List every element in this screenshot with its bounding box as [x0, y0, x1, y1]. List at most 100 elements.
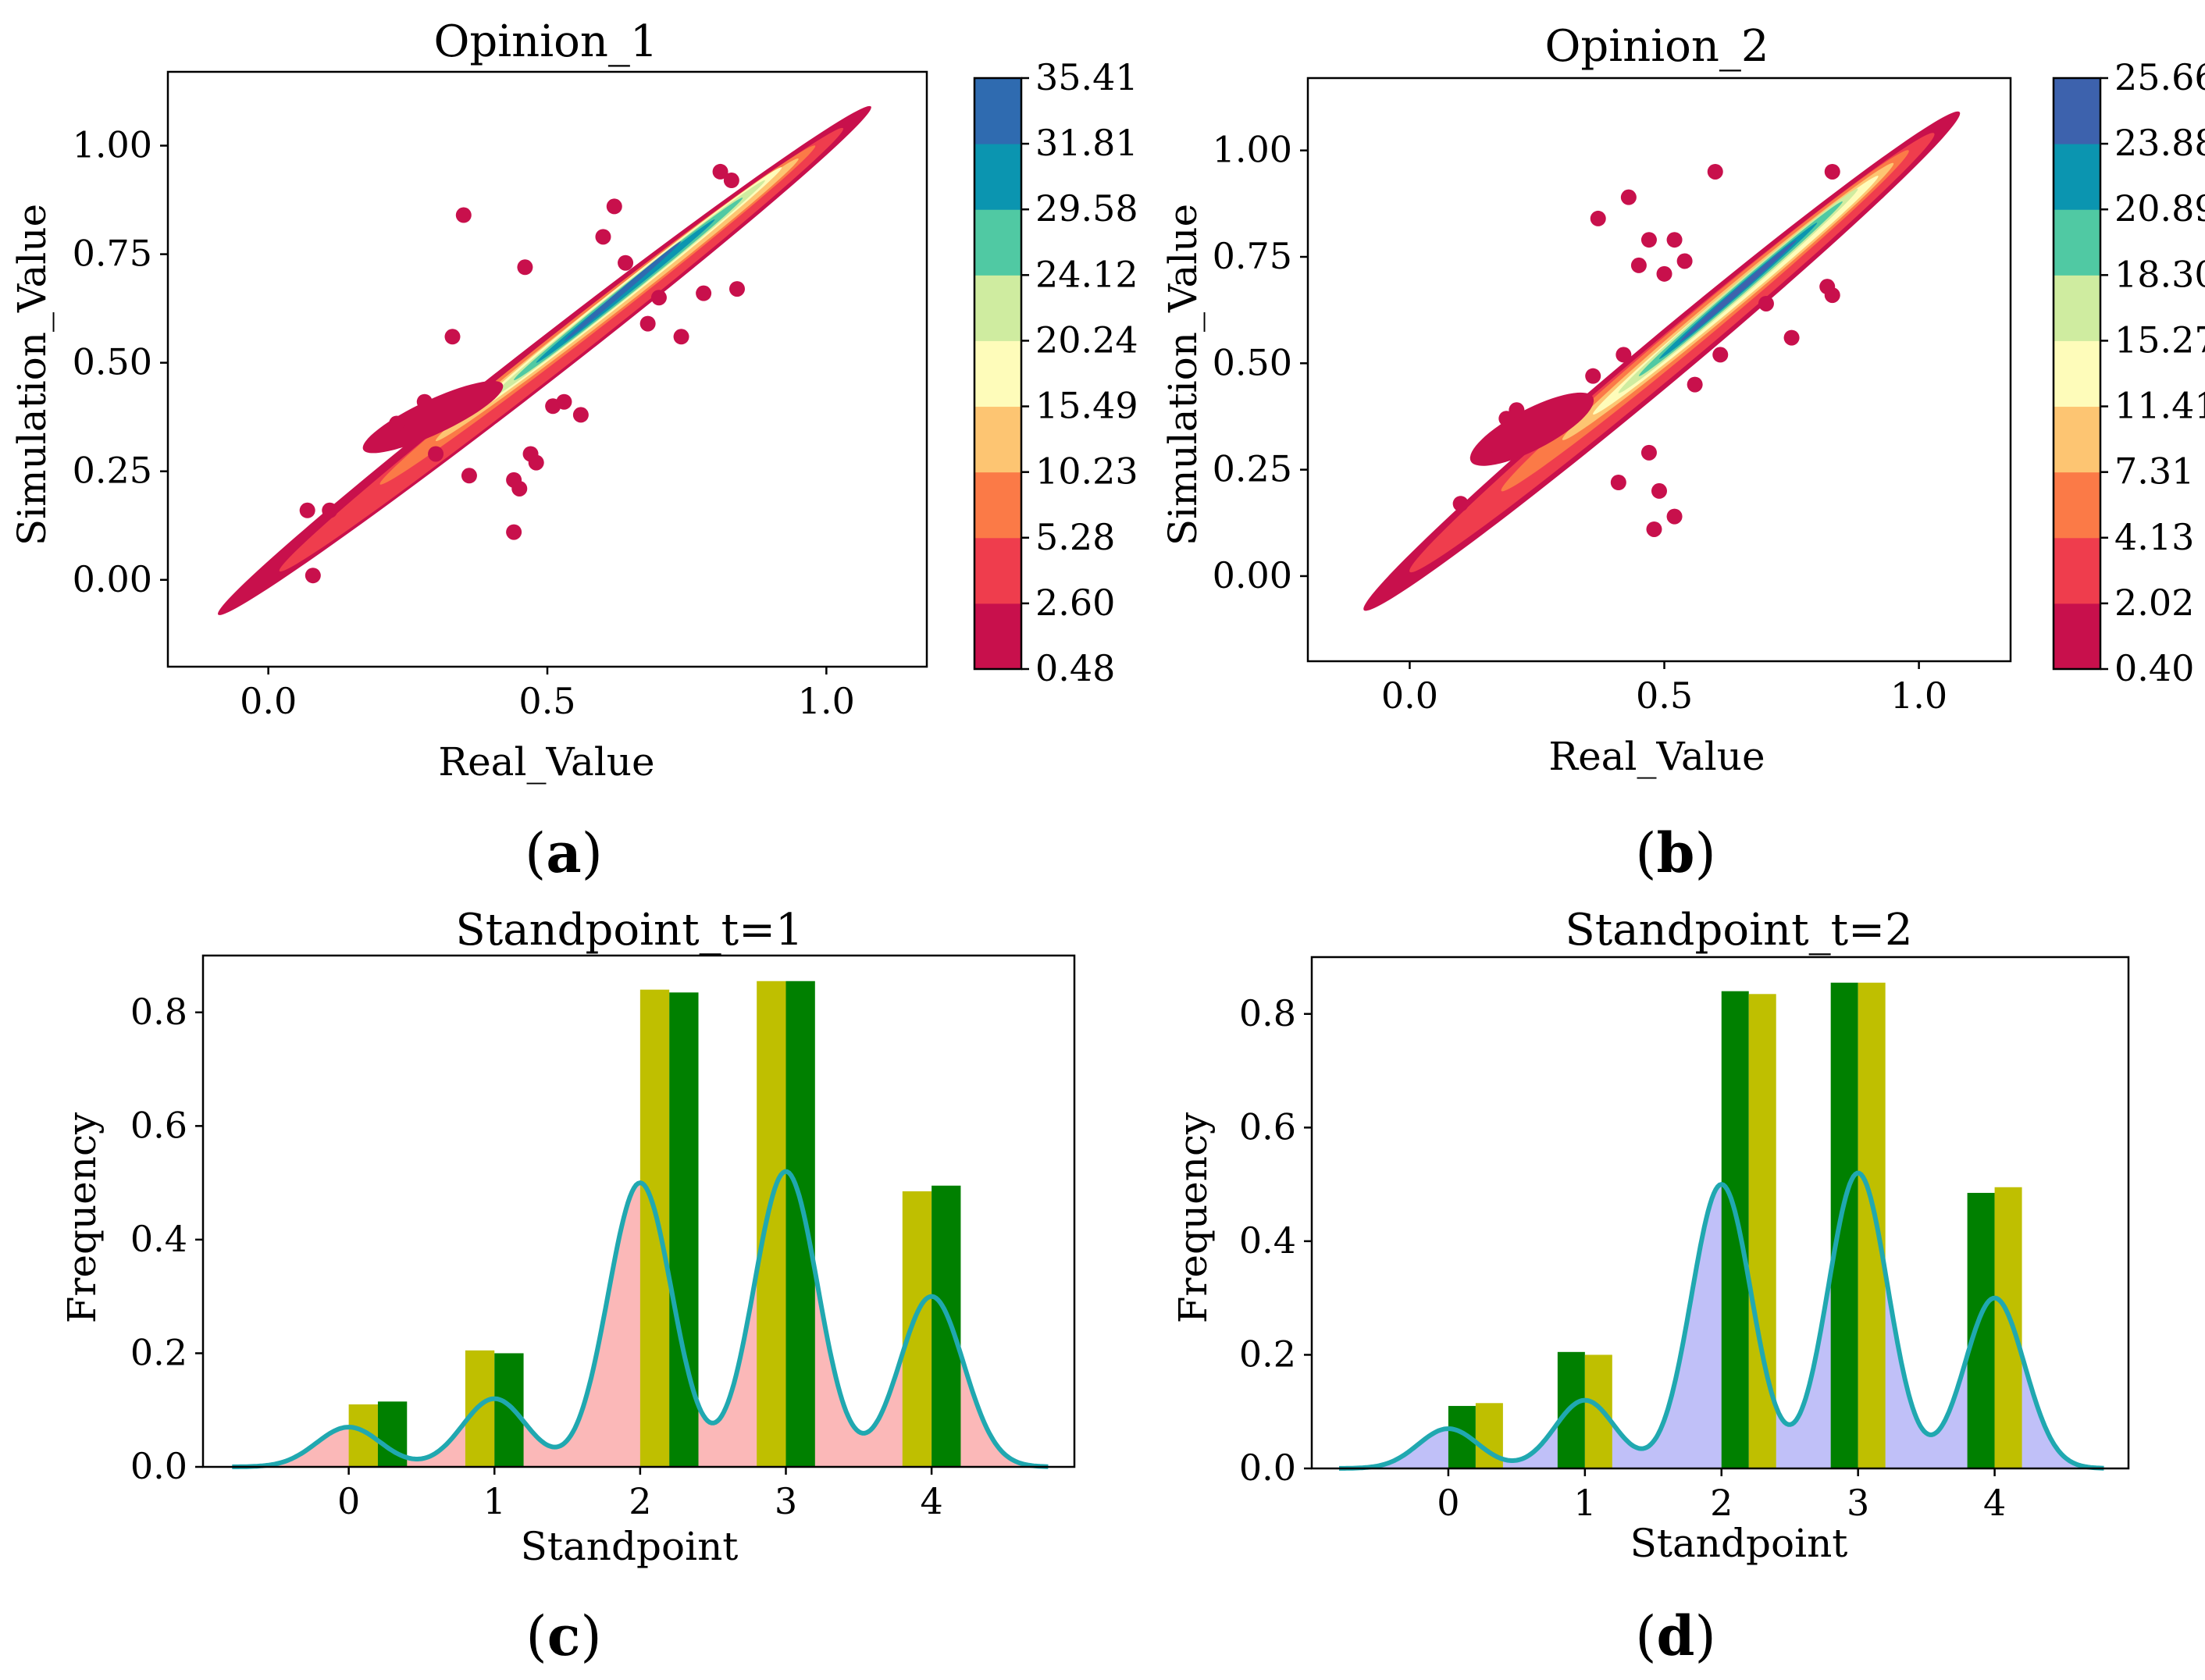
x-tick-label: 3: [775, 1480, 797, 1522]
kde-line: [232, 1169, 1049, 1469]
plot-frame: [1306, 77, 2012, 663]
colorbar-tick-label: 7.31: [2114, 450, 2194, 493]
colorbar-segment: [974, 472, 1021, 539]
y-axis-label: Simulation_Value: [1160, 204, 1206, 546]
colorbar-tick-label: 2.02: [2114, 582, 2194, 624]
density-band: [564, 240, 682, 341]
bar: [1967, 1193, 1995, 1468]
density-contours: [218, 105, 871, 615]
outlier-point: [696, 285, 712, 301]
colorbar-segment: [2054, 209, 2100, 276]
x-tick-label: 2: [1710, 1482, 1733, 1524]
outlier-point: [1640, 444, 1657, 461]
bar: [494, 1353, 524, 1467]
colorbar-tick-label: 20.89: [2114, 187, 2205, 230]
colorbar-tick-label: 4.13: [2114, 516, 2194, 558]
colorbar-segment: [974, 144, 1021, 210]
outlier-point: [517, 259, 533, 276]
bar: [902, 1191, 932, 1467]
kde-curve: [232, 1169, 1049, 1469]
bars: [348, 981, 961, 1467]
outlier-points: [299, 163, 745, 584]
colorbar-frame: [973, 77, 1023, 671]
x-tick-label: 1: [483, 1480, 506, 1522]
outlier-point: [1615, 347, 1632, 363]
plot-frame: [201, 954, 1076, 1468]
y-tick-label: 0.0: [1239, 1447, 1296, 1489]
y-tick-label: 0.25: [73, 450, 152, 492]
colorbar-tick-label: 5.28: [1035, 516, 1115, 558]
y-axis-label: Frequency: [59, 1112, 105, 1323]
bar: [1584, 1354, 1612, 1468]
bar: [1830, 982, 1858, 1468]
bars: [1448, 982, 2022, 1468]
chart-title: Standpoint_t=2: [1565, 905, 1912, 956]
x-axis-label: Standpoint: [1630, 1521, 1848, 1566]
y-tick-label: 0.4: [130, 1218, 187, 1260]
x-ticks: 0.0 0.5 1.0: [240, 667, 855, 722]
y-tick-label: 0.8: [130, 991, 187, 1033]
outlier-point: [595, 229, 611, 245]
colorbar-segment: [974, 78, 1021, 144]
y-axis-label: Simulation_Value: [9, 204, 55, 546]
colorbar: [973, 77, 1029, 671]
outlier-point: [639, 315, 656, 332]
chart-title: Opinion_1: [433, 16, 657, 67]
x-tick-label: 0.5: [1636, 674, 1693, 717]
bar: [785, 981, 815, 1467]
x-tick-label: 1.0: [798, 680, 855, 722]
panel-letter: b: [1657, 820, 1695, 885]
colorbar-segment: [974, 340, 1021, 408]
colorbar-segment: [2054, 144, 2100, 210]
outlier-point: [1676, 253, 1693, 269]
outlier-point: [528, 454, 544, 471]
y-ticks: 0.0 0.2 0.4 0.6 0.8: [130, 991, 203, 1487]
outlier-point: [1452, 496, 1469, 512]
outlier-point: [1824, 287, 1840, 304]
outlier-point: [1824, 163, 1840, 180]
bar: [1721, 991, 1749, 1468]
panel-label: (d): [1635, 1603, 1716, 1668]
y-tick-label: 0.50: [73, 341, 152, 383]
outlier-point: [389, 415, 405, 432]
outlier-point: [712, 163, 728, 180]
x-tick-label: 0: [1437, 1482, 1459, 1524]
bar: [1858, 982, 1886, 1468]
y-ticks: 0.00 0.25 0.50 0.75 1.00: [73, 124, 168, 600]
x-tick-label: 0.0: [1381, 674, 1438, 717]
y-tick-label: 1.00: [73, 124, 152, 166]
x-axis-label: Standpoint: [521, 1524, 739, 1569]
colorbar-tick-label: 15.49: [1035, 385, 1138, 427]
panel-d-standpoint-t2: Standpoint_t=2 0 1 2 3 4 0.0 0.2 0.4 0.6…: [1170, 905, 2130, 1668]
outlier-point: [1620, 189, 1637, 205]
plot-frame: [1310, 956, 2130, 1470]
panel-label: (a): [525, 820, 603, 885]
panel-letter: c: [547, 1603, 581, 1668]
y-ticks: 0.00 0.25 0.50 0.75 1.00: [1213, 129, 1308, 596]
x-axis-label: Real_Value: [1548, 734, 1765, 779]
colorbar-tick-label: 2.60: [1035, 582, 1115, 624]
colorbar-segment: [2054, 78, 2100, 144]
colorbar: [2052, 77, 2108, 671]
outlier-point: [1585, 368, 1601, 384]
x-tick-label: 4: [920, 1480, 942, 1522]
outlier-point: [511, 480, 528, 497]
x-ticks: 0.0 0.5 1.0: [1381, 661, 1947, 717]
outlier-point: [1666, 508, 1683, 525]
chart-title: Opinion_2: [1544, 21, 1769, 72]
density-band: [1680, 240, 1797, 343]
bar: [757, 981, 786, 1467]
x-axis-label: Real_Value: [438, 739, 654, 785]
outlier-point: [1651, 482, 1667, 499]
colorbar-segment: [2054, 603, 2100, 670]
panel-letter: d: [1657, 1603, 1695, 1668]
colorbar-tick-label: 31.81: [1035, 122, 1138, 164]
panel-c-standpoint-t1: Standpoint_t=1 0 1 2 3 4 0.0 0.2 0.4 0.6…: [59, 905, 1076, 1668]
density-band: [1469, 392, 1594, 466]
x-tick-label: 1: [1573, 1482, 1596, 1524]
outlier-point: [545, 398, 561, 415]
outlier-point: [1758, 295, 1774, 311]
colorbar-segment: [974, 603, 1021, 670]
chart-title: Standpoint_t=1: [455, 905, 803, 956]
